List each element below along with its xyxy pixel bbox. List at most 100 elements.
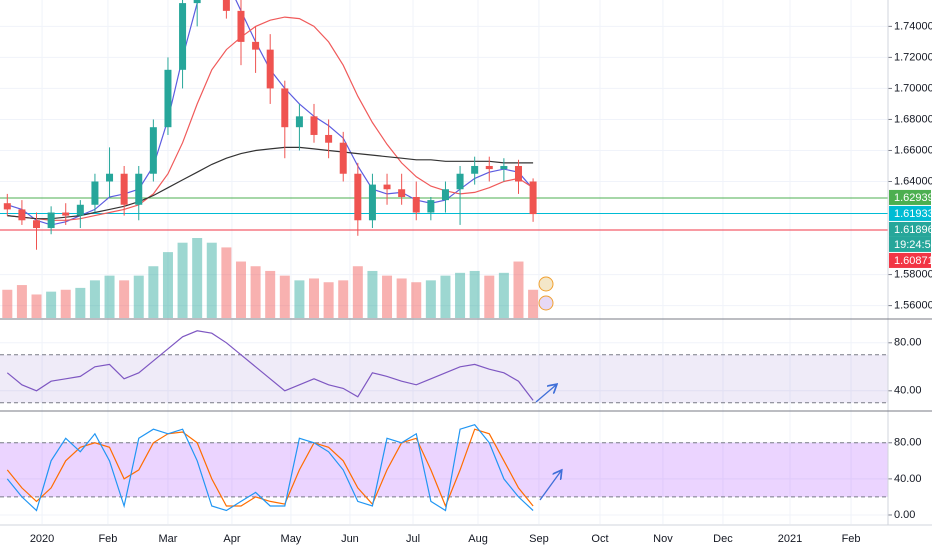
candle-body bbox=[354, 173, 362, 221]
x-tick-label: Apr bbox=[223, 533, 240, 545]
countdown-label: 19:24:57 bbox=[894, 239, 932, 251]
volume-bar bbox=[411, 282, 422, 318]
volume-bar bbox=[265, 270, 276, 318]
y-tick-label: 1.72000 bbox=[894, 51, 932, 63]
volume-bar bbox=[221, 247, 232, 318]
candle-body bbox=[471, 165, 479, 174]
candle-body bbox=[485, 165, 493, 170]
volume-bar bbox=[148, 266, 159, 318]
level-label-box bbox=[889, 205, 931, 221]
level-label: 1.61933 bbox=[894, 208, 932, 220]
volume-bar bbox=[294, 280, 305, 318]
annotation-arrow bbox=[535, 385, 556, 403]
candle-body bbox=[91, 181, 99, 205]
annotation-arrow bbox=[539, 471, 561, 501]
candle-body bbox=[18, 209, 26, 221]
volume-bar bbox=[279, 275, 290, 318]
last-price-label: 1.61896 bbox=[894, 224, 932, 236]
candle-body bbox=[456, 173, 464, 190]
countdown-box bbox=[889, 236, 931, 252]
y-tick-label: 40.00 bbox=[894, 385, 922, 397]
volume-bar bbox=[455, 272, 466, 318]
candle-body bbox=[295, 116, 303, 128]
volume-bar bbox=[46, 291, 57, 318]
volume-bar bbox=[133, 275, 144, 318]
y-tick-label: 1.56000 bbox=[894, 299, 932, 311]
x-tick-label: 2020 bbox=[30, 533, 54, 545]
y-tick-label: 0.00 bbox=[894, 509, 915, 521]
volume-bar bbox=[235, 261, 246, 318]
volume-bar bbox=[425, 280, 436, 318]
event-icons bbox=[538, 276, 554, 311]
candle-body bbox=[398, 189, 406, 198]
candle-body bbox=[193, 0, 201, 4]
candle-body bbox=[310, 116, 318, 135]
candle-body bbox=[529, 181, 537, 215]
volume-bar bbox=[367, 270, 378, 318]
volume-bar bbox=[250, 266, 261, 318]
candle-body bbox=[368, 184, 376, 221]
volume-bar bbox=[513, 261, 524, 318]
volume-bar bbox=[16, 285, 27, 318]
x-tick-label: Nov bbox=[653, 533, 673, 545]
level-label-box bbox=[889, 252, 931, 268]
x-tick-label: Jul bbox=[406, 533, 420, 545]
candle-body bbox=[33, 220, 41, 229]
y-tick-label: 1.70000 bbox=[894, 82, 932, 94]
y-tick-label: 80.00 bbox=[894, 437, 922, 449]
volume-bar bbox=[60, 289, 71, 318]
y-tick-label: 1.74000 bbox=[894, 20, 932, 32]
y-tick-label: 1.58000 bbox=[894, 268, 932, 280]
candle-body bbox=[135, 173, 143, 205]
y-tick-label: 1.66000 bbox=[894, 144, 932, 156]
candle-body bbox=[514, 165, 522, 182]
volume-bar bbox=[119, 280, 130, 318]
candle-body bbox=[76, 204, 84, 216]
x-tick-label: Mar bbox=[158, 533, 177, 545]
volume-bar bbox=[89, 280, 100, 318]
x-tick-label: Dec bbox=[713, 533, 733, 545]
volume-bar bbox=[75, 287, 86, 318]
volume-bar bbox=[309, 278, 320, 318]
candle-body bbox=[47, 212, 55, 229]
volume-bar bbox=[338, 280, 349, 318]
volume-bar bbox=[31, 294, 42, 318]
indicator-line bbox=[6, 428, 534, 508]
candle-body bbox=[62, 212, 70, 216]
x-tick-label: 2021 bbox=[778, 533, 802, 545]
indicator-line bbox=[6, 330, 534, 401]
candle-body bbox=[106, 173, 114, 182]
last-price-label-box bbox=[889, 221, 931, 237]
candle-body bbox=[149, 127, 157, 174]
candle-body bbox=[427, 200, 435, 213]
volume-bar bbox=[382, 275, 393, 318]
y-tick-label: 1.64000 bbox=[894, 175, 932, 187]
volume-bar bbox=[192, 238, 203, 318]
indicator-line bbox=[6, 424, 534, 512]
volume-bar bbox=[528, 289, 539, 318]
volume-bar bbox=[469, 270, 480, 318]
candle-body bbox=[237, 10, 245, 42]
volume-bar bbox=[440, 275, 451, 318]
candle-body bbox=[3, 203, 11, 210]
volume-bar bbox=[484, 275, 495, 318]
volume-bar bbox=[352, 266, 363, 318]
candle-body bbox=[179, 3, 187, 70]
x-tick-label: Aug bbox=[468, 533, 488, 545]
candle-body bbox=[383, 184, 391, 190]
volume-bar bbox=[162, 252, 173, 318]
y-tick-label: 40.00 bbox=[894, 473, 922, 485]
x-tick-label: Feb bbox=[842, 533, 861, 545]
y-tick-label: 80.00 bbox=[894, 337, 922, 349]
x-tick-label: Feb bbox=[98, 533, 117, 545]
candle-body bbox=[339, 142, 347, 174]
candle-body bbox=[164, 69, 172, 128]
volume-bar bbox=[498, 272, 509, 318]
band-fill bbox=[0, 354, 888, 403]
x-tick-label: Sep bbox=[529, 533, 549, 545]
candle-body bbox=[252, 41, 260, 50]
volume-bar bbox=[323, 282, 334, 318]
candle-body bbox=[281, 88, 289, 128]
x-tick-label: May bbox=[281, 533, 302, 545]
